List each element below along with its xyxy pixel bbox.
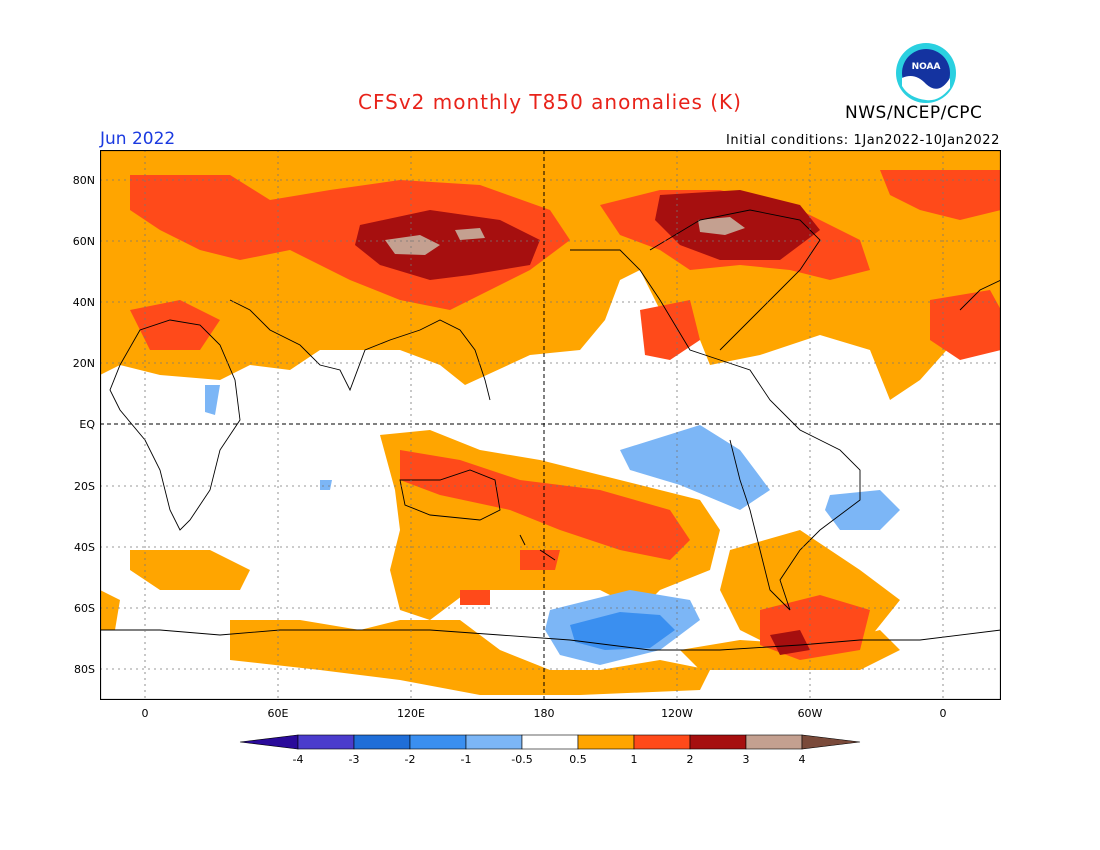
colorbar-label: 0.5: [569, 753, 587, 766]
lon-label: 60E: [268, 707, 289, 720]
colorbar: -4 -3 -2 -1 -0.5 0.5 1 2 3 4: [239, 734, 861, 766]
colorbar-label: 3: [743, 753, 750, 766]
lat-label: 40S: [74, 541, 95, 554]
lat-axis: 80N 60N 40N 20N EQ 20S 40S 60S 80S: [73, 174, 96, 676]
colorbar-swatch: [297, 734, 355, 750]
coastlines: [100, 209, 1001, 651]
colorbar-label: -0.5: [511, 753, 532, 766]
lon-label: 0: [940, 707, 947, 720]
lon-label: 120W: [661, 707, 693, 720]
colorbar-arrow-high: [801, 734, 861, 750]
map-title: CFSv2 monthly T850 anomalies (K): [358, 90, 742, 114]
colorbar-swatch: [465, 734, 523, 750]
colorbar-label: -3: [349, 753, 360, 766]
colorbar-label: 2: [687, 753, 694, 766]
lon-label: 120E: [397, 707, 425, 720]
colorbar-label: 1: [631, 753, 638, 766]
lon-label: 60W: [798, 707, 823, 720]
colorbar-swatch: [409, 734, 467, 750]
svg-text:NOAA: NOAA: [912, 62, 941, 72]
anomaly-band-3-4: [385, 217, 745, 255]
reference-lines: [100, 150, 1001, 700]
lat-label: 20S: [74, 480, 95, 493]
lon-label: 180: [534, 707, 555, 720]
noaa-logo: NOAA: [896, 43, 956, 103]
agency-label: NWS/NCEP/CPC: [845, 103, 983, 123]
anomaly-map: [100, 150, 1001, 700]
colorbar-swatch: [577, 734, 635, 750]
graticule: [100, 150, 1001, 700]
colorbar-swatch: [353, 734, 411, 750]
lat-label: 60N: [73, 235, 95, 248]
lat-label: 60S: [74, 602, 95, 615]
lat-label: 20N: [73, 357, 95, 370]
valid-month: Jun 2022: [100, 129, 176, 149]
lat-label: 40N: [73, 296, 95, 309]
colorbar-label: 4: [799, 753, 806, 766]
colorbar-label: -2: [405, 753, 416, 766]
colorbar-swatch: [633, 734, 691, 750]
colorbar-arrow-low: [239, 734, 299, 750]
lat-label: 80S: [74, 663, 95, 676]
colorbar-swatch: [521, 734, 579, 750]
colorbar-swatch: [689, 734, 747, 750]
lat-label: EQ: [79, 418, 95, 431]
anomaly-band-neg-1-2: [570, 612, 675, 650]
lon-label: 0: [142, 707, 149, 720]
lat-label: 80N: [73, 174, 95, 187]
initial-conditions: Initial conditions: 1Jan2022-10Jan2022: [725, 133, 1000, 148]
lon-axis: 0 60E 120E 180 120W 60W 0: [142, 707, 947, 720]
map-frame: [100, 150, 1001, 700]
colorbar-label: -4: [293, 753, 304, 766]
colorbar-swatch: [745, 734, 803, 750]
colorbar-label: -1: [461, 753, 472, 766]
